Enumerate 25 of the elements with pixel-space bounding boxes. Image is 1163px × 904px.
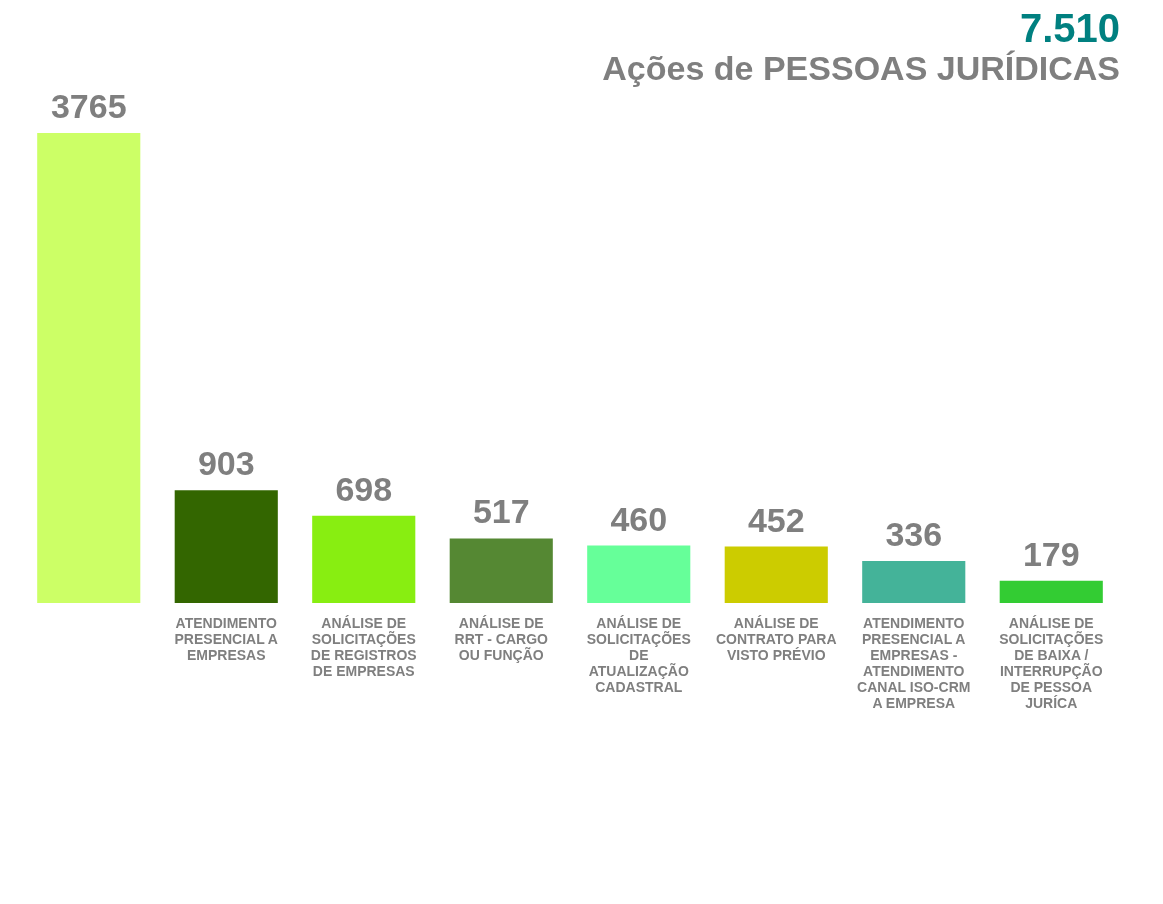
data-label: 460 [610,499,668,538]
chart-subtitle: Ações de PESSOAS JURÍDICAS [602,49,1120,87]
x-tick-label: ATENDIMENTO PRESENCIAL A EMPRESAS [174,615,278,663]
x-tick-label: ANÁLISE DE SOLICITAÇÕES DE BAIXA / INTERRUPÇÃO DE PESSOA JURÍCA [999,615,1104,711]
bar [862,561,966,603]
bar [999,580,1103,603]
bar [312,515,416,603]
bar [449,538,553,603]
bar [37,133,141,603]
data-label: 903 [197,444,255,483]
bar [587,545,691,603]
x-tick-label: ANÁLISE DE SOLICITAÇÕES DE REGISTROS DE EMPRESAS [310,615,417,679]
data-label: 336 [885,515,943,554]
bar [724,546,828,603]
x-tick-label: ANÁLISE DE CONTRATO PARA VISTO PRÉVIO [715,615,837,663]
data-label: 452 [747,500,805,539]
data-label: 698 [335,469,393,508]
x-tick-label: ANÁLISE DE RRT - CARGO OU FUNÇÃO [454,615,549,663]
data-label: 517 [472,492,530,531]
chart-title: 7.510 [1019,6,1120,50]
data-label: 179 [1022,534,1080,573]
x-tick-label: ATENDIMENTO PRESENCIAL A EMPRESAS - ATENDIMENTO CANAL ISO-CRM A EMPRESA [857,615,971,711]
bar [174,490,278,603]
data-label: 3765 [50,87,127,125]
x-tick-label: ANÁLISE DE SOLICITAÇÕES DE ATUALIZAÇÃO CADASTRAL [586,615,691,695]
